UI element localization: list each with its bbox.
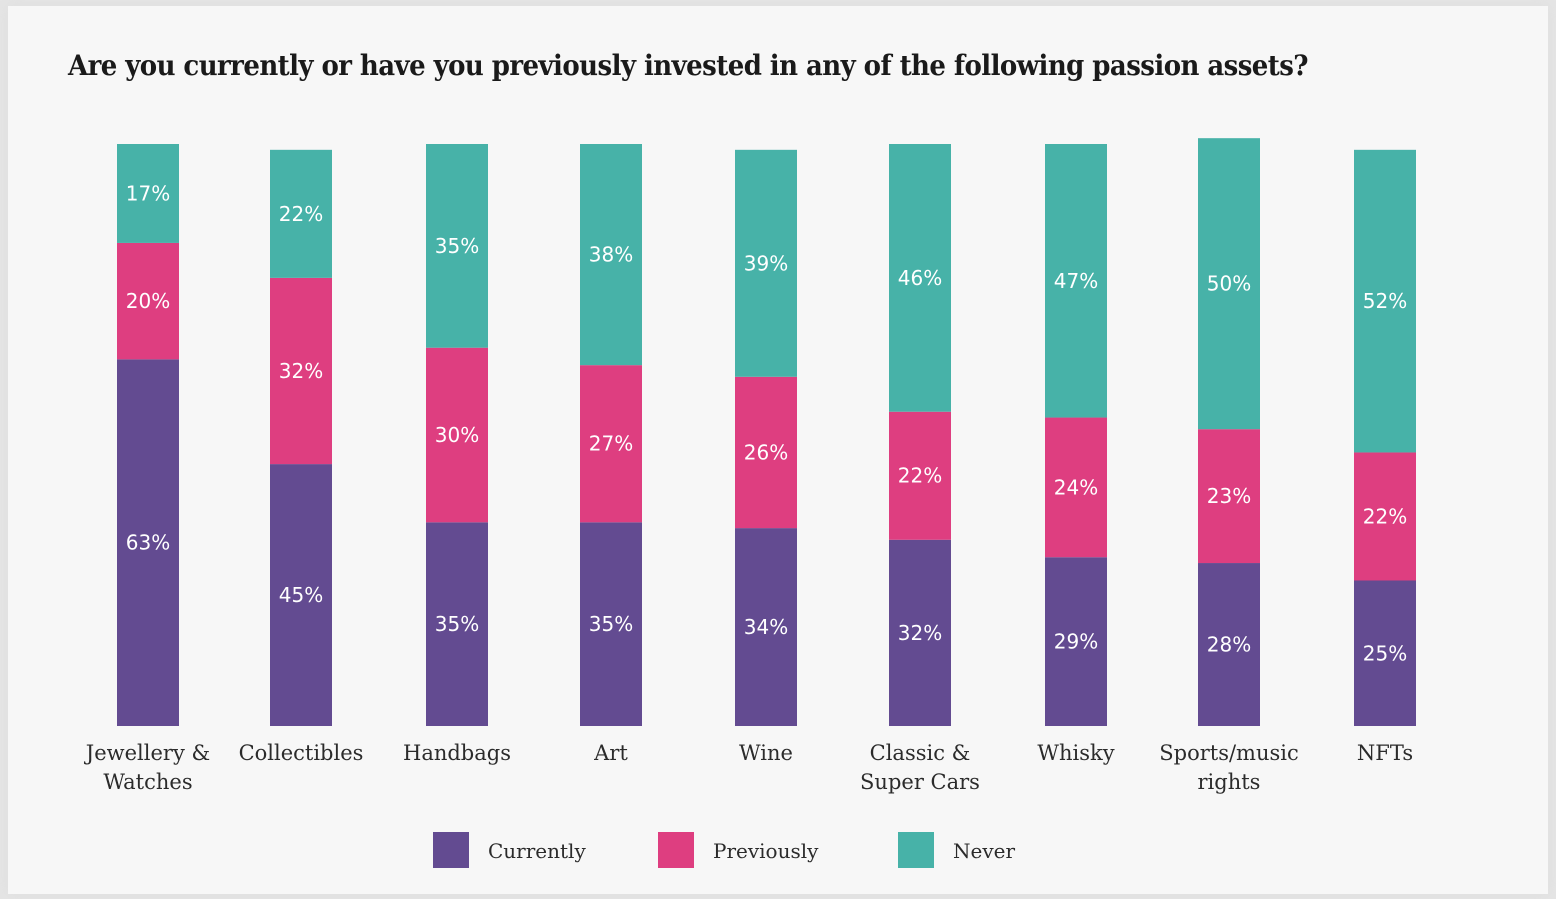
bar-whisky-never xyxy=(1045,144,1107,418)
data-label-wine-previously: 26% xyxy=(744,440,788,464)
data-label-handbags-never: 35% xyxy=(435,234,479,258)
chart-title: Are you currently or have you previously… xyxy=(67,49,1308,82)
data-label-collectibles-never: 22% xyxy=(279,202,323,226)
data-label-classic-super-cars-previously: 22% xyxy=(898,464,942,488)
data-label-classic-super-cars-currently: 32% xyxy=(898,621,942,645)
category-label-whisky: Whisky xyxy=(1037,741,1114,765)
bar-handbags-currently xyxy=(426,522,488,726)
legend-swatch-previously xyxy=(658,832,694,868)
data-label-sports-music-rights-never: 50% xyxy=(1207,272,1251,296)
chart-card: Are you currently or have you previously… xyxy=(8,6,1548,894)
bar-jewellery-watches-currently xyxy=(117,359,179,726)
data-label-collectibles-currently: 45% xyxy=(279,583,323,607)
bar-wine-never xyxy=(735,149,797,377)
data-label-wine-never: 39% xyxy=(744,251,788,275)
legend-label-currently: Currently xyxy=(488,839,586,863)
data-label-nfts-previously: 22% xyxy=(1363,504,1407,528)
data-label-jewellery-watches-currently: 63% xyxy=(126,531,170,555)
data-label-nfts-never: 52% xyxy=(1363,289,1407,313)
bar-sports-music-rights-never xyxy=(1198,138,1260,430)
category-label-jewellery-watches: Jewellery & Watches xyxy=(84,741,210,794)
bar-art-never xyxy=(580,144,642,366)
category-label-sports-music-rights: Sports/music rights xyxy=(1159,741,1299,794)
data-label-jewellery-watches-previously: 20% xyxy=(126,289,170,313)
legend-label-never: Never xyxy=(953,839,1015,863)
bar-whisky-currently xyxy=(1045,557,1107,726)
data-label-wine-currently: 34% xyxy=(744,615,788,639)
bar-jewellery-watches-previously xyxy=(117,242,179,360)
data-label-sports-music-rights-previously: 23% xyxy=(1207,484,1251,508)
category-label-wine: Wine xyxy=(739,741,793,765)
data-label-whisky-never: 47% xyxy=(1054,269,1098,293)
bar-art-previously xyxy=(580,365,642,523)
stacked-bar-chart: Are you currently or have you previously… xyxy=(67,49,1416,868)
category-label-handbags: Handbags xyxy=(403,741,511,765)
bar-collectibles-currently xyxy=(270,464,332,726)
bar-sports-music-rights-previously xyxy=(1198,429,1260,564)
bar-sports-music-rights-currently xyxy=(1198,563,1260,726)
bar-wine-currently xyxy=(735,528,797,726)
category-label-art: Art xyxy=(593,741,628,765)
data-label-classic-super-cars-never: 46% xyxy=(898,266,942,290)
data-label-collectibles-previously: 32% xyxy=(279,359,323,383)
data-label-whisky-previously: 24% xyxy=(1054,475,1098,499)
bar-nfts-previously xyxy=(1354,452,1416,581)
category-label-collectibles: Collectibles xyxy=(239,741,364,765)
bar-whisky-previously xyxy=(1045,417,1107,558)
data-label-art-never: 38% xyxy=(589,243,633,267)
bars-group: 63% 20% 17% 45% 32% 22% 35% 30% 35% 35% 27% 38% 34% 2… xyxy=(117,138,1416,726)
data-label-nfts-currently: 25% xyxy=(1363,641,1407,665)
bar-wine-previously xyxy=(735,376,797,529)
data-label-whisky-currently: 29% xyxy=(1054,630,1098,654)
data-label-art-previously: 27% xyxy=(589,432,633,456)
bar-jewellery-watches-never xyxy=(117,144,179,243)
bar-nfts-currently xyxy=(1354,580,1416,726)
bar-nfts-never xyxy=(1354,149,1416,453)
bar-collectibles-previously xyxy=(270,277,332,465)
data-label-art-currently: 35% xyxy=(589,612,633,636)
legend: Currently Previously Never xyxy=(433,832,1015,868)
bar-handbags-previously xyxy=(426,347,488,523)
bar-handbags-never xyxy=(426,144,488,348)
category-label-nfts: NFTs xyxy=(1357,741,1413,765)
data-label-handbags-previously: 30% xyxy=(435,423,479,447)
bar-classic-super-cars-never xyxy=(889,144,951,412)
bar-classic-super-cars-currently xyxy=(889,539,951,726)
data-label-handbags-currently: 35% xyxy=(435,612,479,636)
legend-label-previously: Previously xyxy=(713,839,819,863)
bar-art-currently xyxy=(580,522,642,726)
legend-swatch-currently xyxy=(433,832,469,868)
bar-classic-super-cars-previously xyxy=(889,411,951,540)
data-label-jewellery-watches-never: 17% xyxy=(126,181,170,205)
bar-collectibles-never xyxy=(270,149,332,278)
category-label-classic-super-cars: Classic & Super Cars xyxy=(860,741,980,794)
data-label-sports-music-rights-currently: 28% xyxy=(1207,633,1251,657)
category-labels: Jewellery & Watches Collectibles Handbags Ar… xyxy=(84,741,1413,794)
legend-swatch-never xyxy=(898,832,934,868)
